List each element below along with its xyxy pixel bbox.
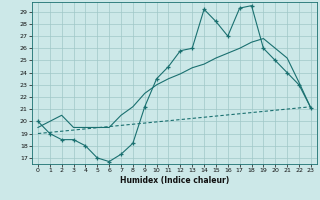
X-axis label: Humidex (Indice chaleur): Humidex (Indice chaleur) [120,176,229,185]
